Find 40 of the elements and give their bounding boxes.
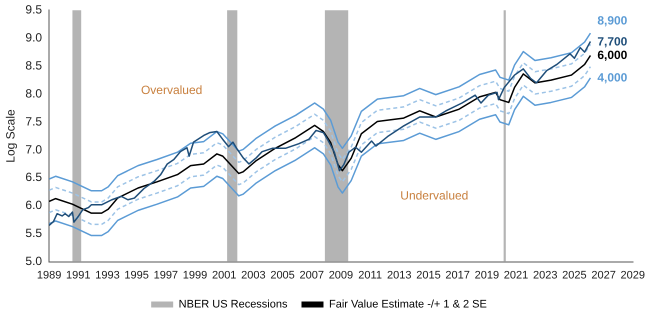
annotation: 8,900 bbox=[597, 14, 628, 28]
y-tick-label: 6.0 bbox=[25, 198, 42, 212]
x-tick-label: 2005 bbox=[270, 269, 295, 282]
x-tick-label: 2025 bbox=[562, 269, 587, 282]
x-tick-label: 1995 bbox=[124, 269, 149, 282]
x-tick-label: 2019 bbox=[474, 269, 500, 282]
x-tick-label: 1993 bbox=[95, 269, 120, 282]
x-tick-label: 2015 bbox=[416, 269, 441, 282]
x-tick-label: 2021 bbox=[504, 269, 528, 282]
y-tick-label: 7.5 bbox=[25, 114, 42, 128]
x-tick-label: 2001 bbox=[212, 269, 236, 282]
x-tick-label: 2009 bbox=[328, 269, 354, 282]
annotation: 7,700 bbox=[597, 34, 628, 49]
x-tick-label: 1991 bbox=[66, 269, 91, 282]
y-tick-label: 8.5 bbox=[25, 58, 42, 72]
annotation: 4,000 bbox=[597, 70, 628, 84]
legend-label: Fair Value Estimate -/+ 1 & 2 SE bbox=[328, 298, 487, 311]
x-tick-label: 2013 bbox=[387, 269, 412, 282]
y-tick-label: 5.0 bbox=[25, 254, 42, 268]
y-tick-label: 6.5 bbox=[25, 170, 42, 184]
x-tick-label: 2029 bbox=[620, 269, 646, 282]
x-tick-label: 1989 bbox=[36, 269, 62, 282]
y-tick-label: 8.0 bbox=[25, 86, 42, 100]
y-tick-label: 9.5 bbox=[25, 2, 42, 17]
y-tick-label: 9.0 bbox=[25, 30, 42, 44]
y-tick-label: 5.5 bbox=[25, 226, 42, 240]
annotation: 6,000 bbox=[597, 48, 628, 62]
x-tick-label: 2023 bbox=[532, 269, 558, 282]
x-tick-label: 2011 bbox=[358, 269, 382, 282]
y-tick-label: 7.0 bbox=[25, 142, 42, 156]
annotation: Undervalued bbox=[400, 188, 468, 203]
x-tick-label: 1999 bbox=[182, 269, 208, 282]
x-tick-label: 2003 bbox=[241, 269, 266, 282]
y-axis-title: Log Scale bbox=[4, 108, 18, 163]
legend-label: NBER US Recessions bbox=[178, 298, 288, 311]
x-tick-label: 2027 bbox=[591, 269, 616, 282]
x-tick-label: 2007 bbox=[299, 269, 324, 282]
x-tick-label: 2017 bbox=[445, 269, 470, 282]
x-tick-label: 1997 bbox=[154, 269, 178, 282]
annotation: Overvalued bbox=[140, 83, 202, 98]
